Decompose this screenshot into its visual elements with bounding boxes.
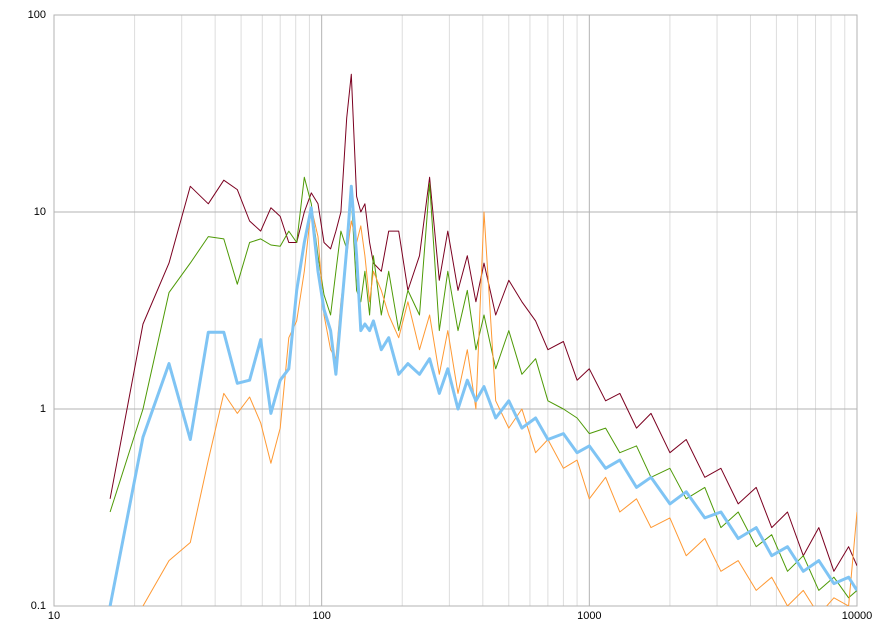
series-line xyxy=(109,176,857,599)
x-tick-label: 1000 xyxy=(577,610,601,622)
series-line xyxy=(142,207,857,606)
y-tick-label: 100 xyxy=(28,9,46,21)
x-tick-label: 100 xyxy=(312,610,330,622)
y-tick-label: 0.1 xyxy=(31,600,46,612)
series-line xyxy=(108,184,857,606)
plot-area xyxy=(108,73,857,606)
x-tick-label: 10000 xyxy=(842,610,873,622)
grid xyxy=(53,14,858,607)
axis-labels: 10 100 1000 10000 0.1 1 10 100 xyxy=(28,9,873,622)
plot-border xyxy=(53,14,858,607)
x-tick-label: 10 xyxy=(48,610,60,622)
y-tick-label: 10 xyxy=(34,206,46,218)
y-tick-label: 1 xyxy=(40,403,46,415)
series-line xyxy=(109,73,857,572)
